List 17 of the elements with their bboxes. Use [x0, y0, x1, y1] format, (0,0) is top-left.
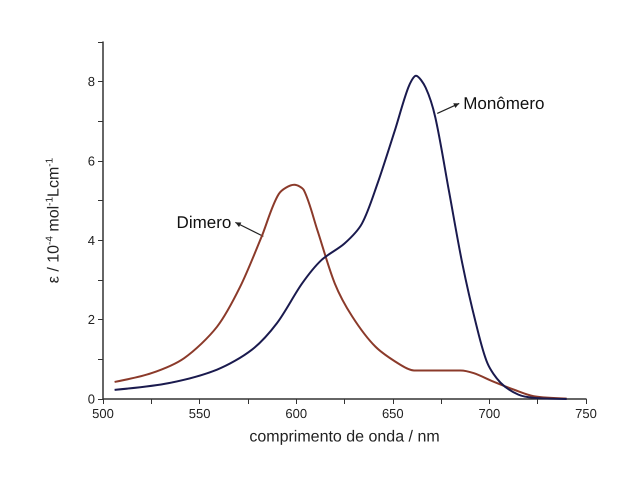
y-tick-label: 6: [88, 154, 95, 168]
annotation: Monômero: [463, 94, 544, 113]
y-axis-title: ε / 10-4 mol-1Lcm-1: [44, 157, 62, 284]
x-axis-title: comprimento de onda / nm: [249, 428, 440, 446]
line-series: [114, 74, 568, 400]
annotation: Dimero: [176, 212, 232, 232]
y-tick-label: 4: [88, 232, 95, 248]
x-tick-label: 700: [478, 406, 500, 421]
line-series: [114, 184, 568, 400]
y-tick-label: 0: [88, 392, 95, 406]
x-tick-label: 500: [92, 406, 114, 421]
x-tick-label: 600: [285, 406, 308, 421]
x-tick-label: 750: [575, 406, 597, 421]
y-tick-label: 8: [88, 74, 95, 90]
x-tick-label: 650: [382, 406, 404, 421]
y-tick-label: 2: [88, 312, 95, 328]
x-tick-label: 550: [188, 406, 210, 421]
